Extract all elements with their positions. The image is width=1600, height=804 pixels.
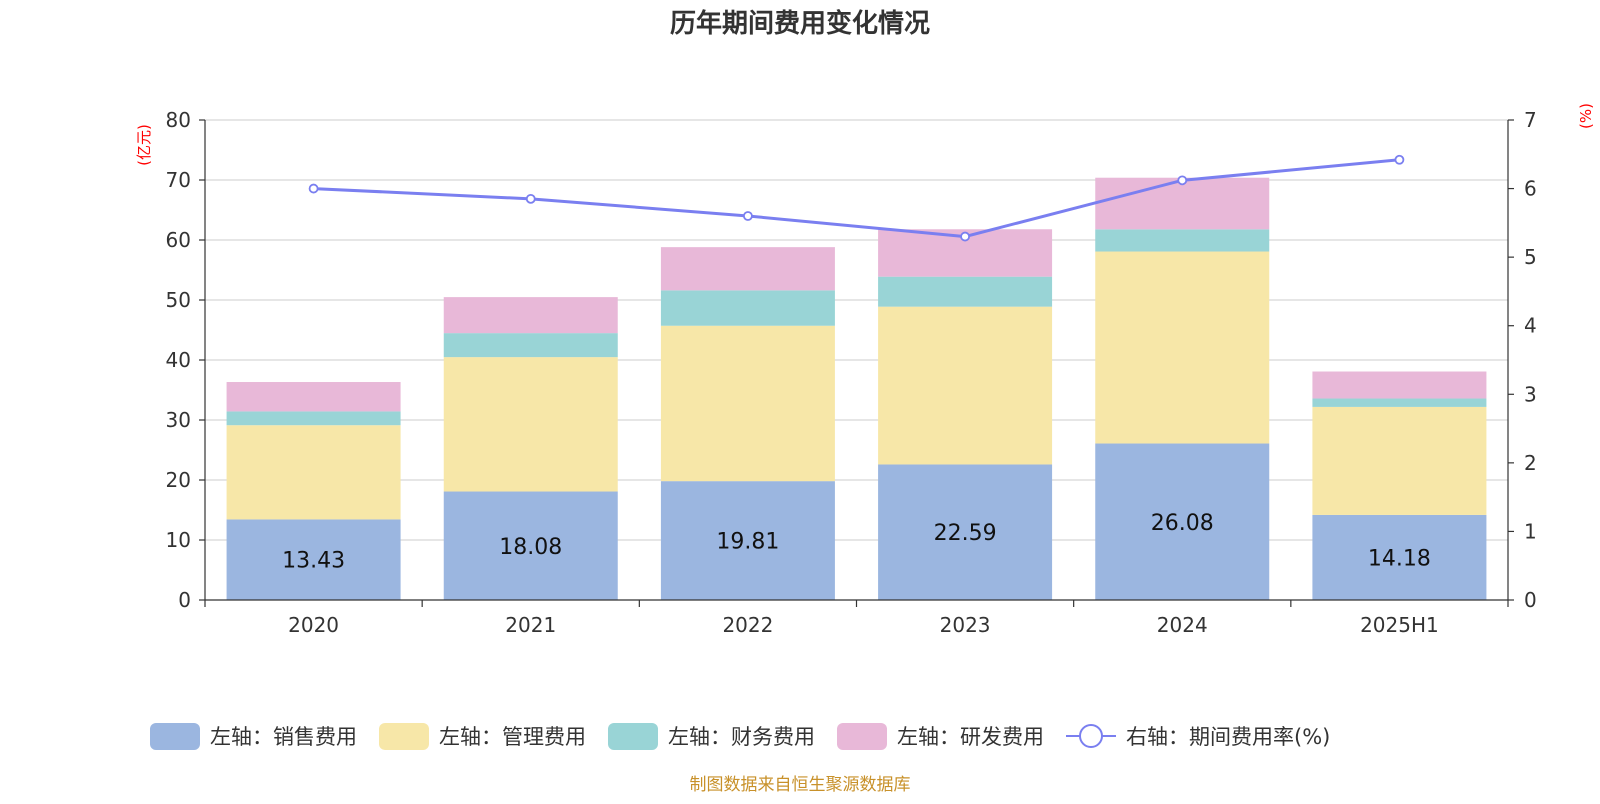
bars-layer: 13.43 18.08 19.81 22.59 26.08 14.18: [226, 177, 1487, 600]
y-left-tick-label: 50: [166, 288, 191, 312]
bar-value-label: 13.43: [282, 549, 345, 574]
bar-segment-1: [226, 519, 401, 600]
y-left-tick-label: 60: [166, 228, 191, 252]
x-tick-label: 2025H1: [1360, 613, 1439, 637]
x-tick-label: 2023: [940, 613, 991, 637]
bar-value-label: 19.81: [716, 530, 779, 555]
bar-segment-3: [226, 411, 401, 426]
rate-point: [525, 193, 536, 204]
x-tick-label: 2022: [722, 613, 773, 637]
legend-marker: [1079, 724, 1103, 748]
bar-segment-1: [443, 491, 618, 600]
legend-swatch-1: [150, 723, 200, 750]
bar-value-label: 14.18: [1368, 546, 1431, 571]
legend-swatch-4: [837, 723, 887, 750]
bar-segment-3: [1312, 398, 1487, 407]
axes-layer: 0 10 20 30 40 50 60 70 80 0 1 2 3 4 5 6 7 2020 2021 2022 202…: [166, 108, 1537, 637]
bar-segment-1: [878, 464, 1053, 600]
x-tick-label: 2020: [288, 613, 339, 637]
bar-segment-2: [443, 357, 618, 492]
y-left-tick-label: 80: [166, 108, 191, 132]
legend-swatch-3: [608, 723, 658, 750]
y-right-tick-label: 7: [1524, 108, 1537, 132]
y-left-tick-label: 20: [166, 468, 191, 492]
legend-label-5: 右轴：期间费用率(%): [1126, 725, 1330, 749]
y-right-tick-label: 2: [1524, 451, 1537, 475]
bar-segment-4: [443, 297, 618, 334]
bar-segment-4: [1095, 177, 1270, 230]
legend: 左轴：销售费用 左轴：管理费用 左轴：财务费用 左轴：研发费用 右轴：期间费用率(%): [150, 723, 1330, 750]
bar-segment-4: [1312, 371, 1487, 399]
y-right-tick-label: 6: [1524, 177, 1537, 201]
chart-title: 历年期间费用变化情况: [670, 8, 930, 39]
bar-segment-3: [443, 333, 618, 358]
legend-label-2: 左轴：管理费用: [439, 725, 586, 749]
grid-layer: [205, 119, 1508, 541]
y-right-tick-label: 4: [1524, 314, 1537, 338]
source-note: 制图数据来自恒生聚源数据库: [690, 775, 911, 795]
legend-label-1: 左轴：销售费用: [210, 725, 357, 749]
y-right-tick-label: 0: [1524, 588, 1537, 612]
bar-segment-2: [660, 325, 835, 482]
y-left-tick-label: 30: [166, 408, 191, 432]
bar-value-label: 22.59: [934, 521, 997, 546]
bar-segment-1: [1095, 443, 1270, 600]
bar-segment-2: [1095, 251, 1270, 444]
rate-point: [743, 211, 753, 221]
bar-segment-3: [660, 290, 835, 326]
bar-segment-2: [878, 306, 1053, 465]
bar-segment-2: [226, 425, 401, 520]
bar-value-label: 18.08: [499, 535, 562, 560]
bar-segment-3: [878, 276, 1053, 307]
x-tick-label: 2021: [505, 613, 556, 637]
bar-segment-1: [660, 481, 835, 600]
y-left-unit-label: (亿元): [135, 124, 153, 166]
bar-segment-1: [1312, 514, 1487, 600]
legend-swatch-2: [379, 723, 429, 750]
bar-value-label: 26.08: [1151, 511, 1214, 536]
bar-segment-4: [660, 247, 835, 291]
y-left-tick-label: 70: [166, 168, 191, 192]
bar-segment-2: [1312, 406, 1487, 515]
x-tick-label: 2024: [1157, 613, 1208, 637]
bar-segment-3: [1095, 229, 1270, 252]
y-right-unit-label: (%): [1577, 103, 1595, 129]
line-layer: [308, 154, 1405, 242]
legend-label-3: 左轴：财务费用: [668, 725, 815, 749]
y-right-tick-label: 3: [1524, 382, 1537, 406]
legend-label-4: 左轴：研发费用: [897, 725, 1044, 749]
rate-point: [308, 183, 319, 194]
y-left-tick-label: 0: [178, 588, 191, 612]
y-left-tick-label: 10: [166, 528, 191, 552]
bar-segment-4: [226, 382, 401, 412]
rate-point: [1394, 154, 1405, 165]
y-left-tick-label: 40: [166, 348, 191, 372]
y-right-tick-label: 1: [1524, 519, 1537, 543]
rate-line: [313, 158, 1400, 239]
y-right-tick-label: 5: [1524, 245, 1537, 269]
rate-point: [960, 231, 970, 242]
rate-point: [1177, 175, 1188, 186]
